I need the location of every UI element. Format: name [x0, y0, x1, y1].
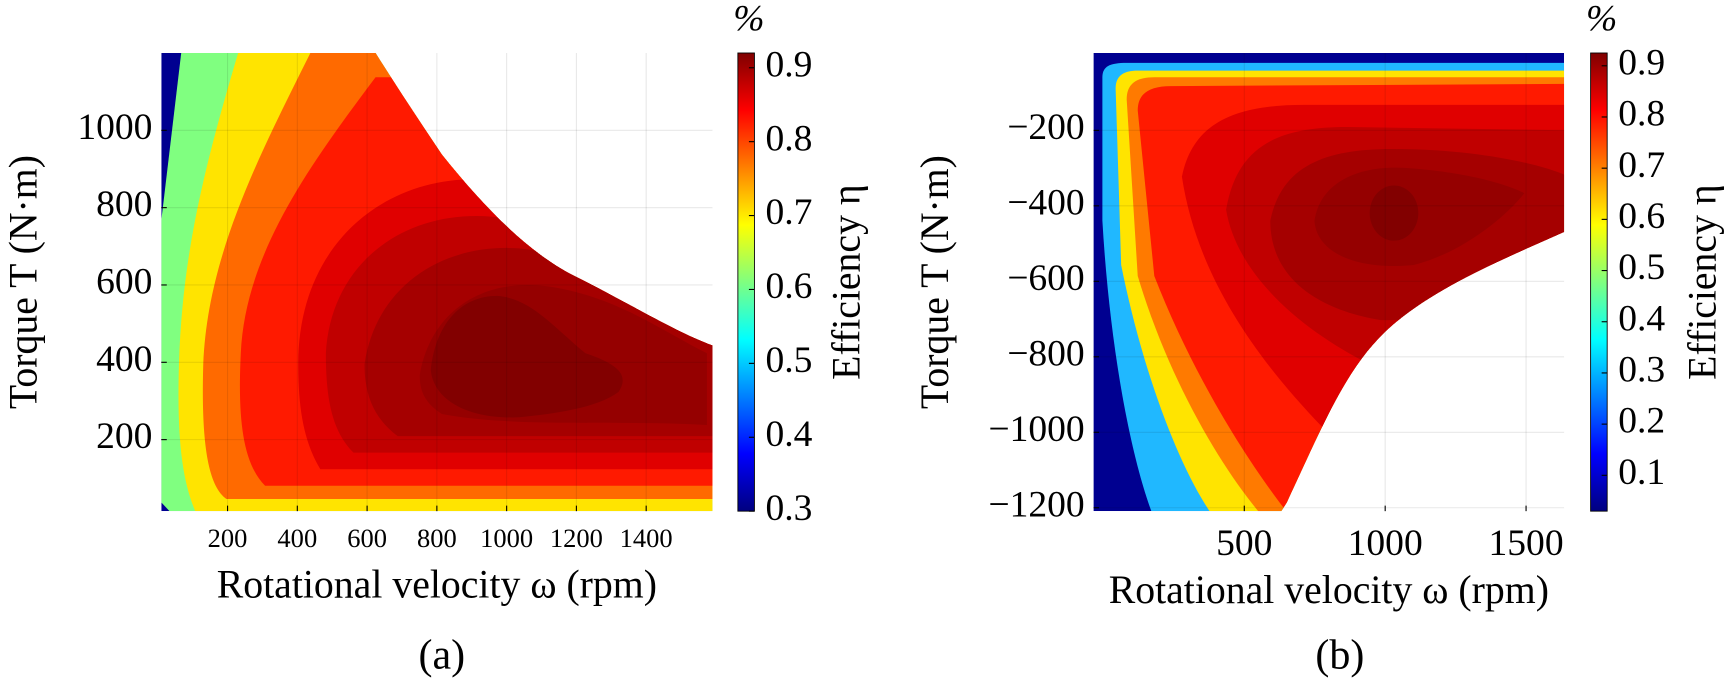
colorbar-tick-label: 0.6: [765, 266, 812, 307]
colorbar-tick-label: 0.3: [1618, 350, 1665, 391]
colorbar-title: %: [1586, 0, 1617, 40]
x-tick-label: 600: [347, 523, 387, 553]
colorbar: [737, 52, 755, 512]
x-tick-label: 1200: [550, 523, 603, 553]
x-axis-label: Rotational velocity ω (rpm): [1109, 568, 1549, 612]
contour-a: [161, 52, 713, 512]
colorbar-tick-label: 0.2: [1618, 401, 1665, 442]
y-tick-label: −200: [1007, 107, 1084, 148]
y-tick-label: −600: [1007, 258, 1084, 299]
contour-band: [430, 295, 623, 418]
y-tick-label: −1200: [988, 484, 1084, 525]
colorbar-tick-label: 0.9: [765, 44, 812, 85]
x-tick-label: 1500: [1489, 523, 1564, 564]
panel-label: (b): [1315, 633, 1364, 679]
colorbar-label: Efficiency η: [825, 184, 869, 379]
colorbar-tick-label: 0.6: [1618, 196, 1665, 237]
colorbar-tick-label: 0.7: [1618, 145, 1665, 186]
colorbar-tick-label: 0.4: [1618, 298, 1665, 339]
y-tick-label: −800: [1007, 333, 1084, 374]
colorbar-tick-label: 0.5: [1618, 247, 1665, 288]
y-tick-label: 600: [96, 262, 152, 303]
x-tick-label: 1400: [620, 523, 673, 553]
colorbar-title: %: [733, 0, 764, 40]
colorbar-tick-label: 0.4: [765, 414, 812, 455]
y-tick-label: 200: [96, 416, 152, 457]
colorbar-tick-label: 0.7: [765, 192, 812, 233]
panel-label: (a): [419, 633, 466, 679]
y-tick-label: −1000: [988, 409, 1084, 450]
x-axis-label: Rotational velocity ω (rpm): [217, 563, 657, 607]
y-tick-label: 400: [96, 339, 152, 380]
x-tick-label: 400: [277, 523, 317, 553]
x-tick-label: 200: [208, 523, 248, 553]
colorbar-tick-label: 0.3: [765, 488, 812, 529]
y-axis-label: Torque T (N·m): [913, 155, 957, 409]
y-axis-label: Torque T (N·m): [2, 155, 46, 409]
colorbar-tick-label: 0.8: [765, 118, 812, 159]
colorbar-tick-label: 0.8: [1618, 94, 1665, 135]
contour-band: [1314, 167, 1525, 267]
y-tick-label: 1000: [77, 107, 152, 148]
colorbar-tick-label: 0.1: [1618, 452, 1665, 493]
y-tick-label: 800: [96, 184, 152, 225]
y-tick-label: −400: [1007, 182, 1084, 223]
contour-band: [1369, 185, 1419, 241]
x-tick-label: 500: [1216, 523, 1272, 564]
x-tick-label: 1000: [1348, 523, 1423, 564]
contour-b: [1093, 52, 1565, 512]
colorbar-tick-label: 0.9: [1618, 42, 1665, 83]
colorbar: [1590, 52, 1608, 512]
colorbar-tick-label: 0.5: [765, 340, 812, 381]
x-tick-label: 800: [417, 523, 457, 553]
colorbar-label: Efficiency η: [1681, 184, 1725, 379]
x-tick-label: 1000: [480, 523, 533, 553]
